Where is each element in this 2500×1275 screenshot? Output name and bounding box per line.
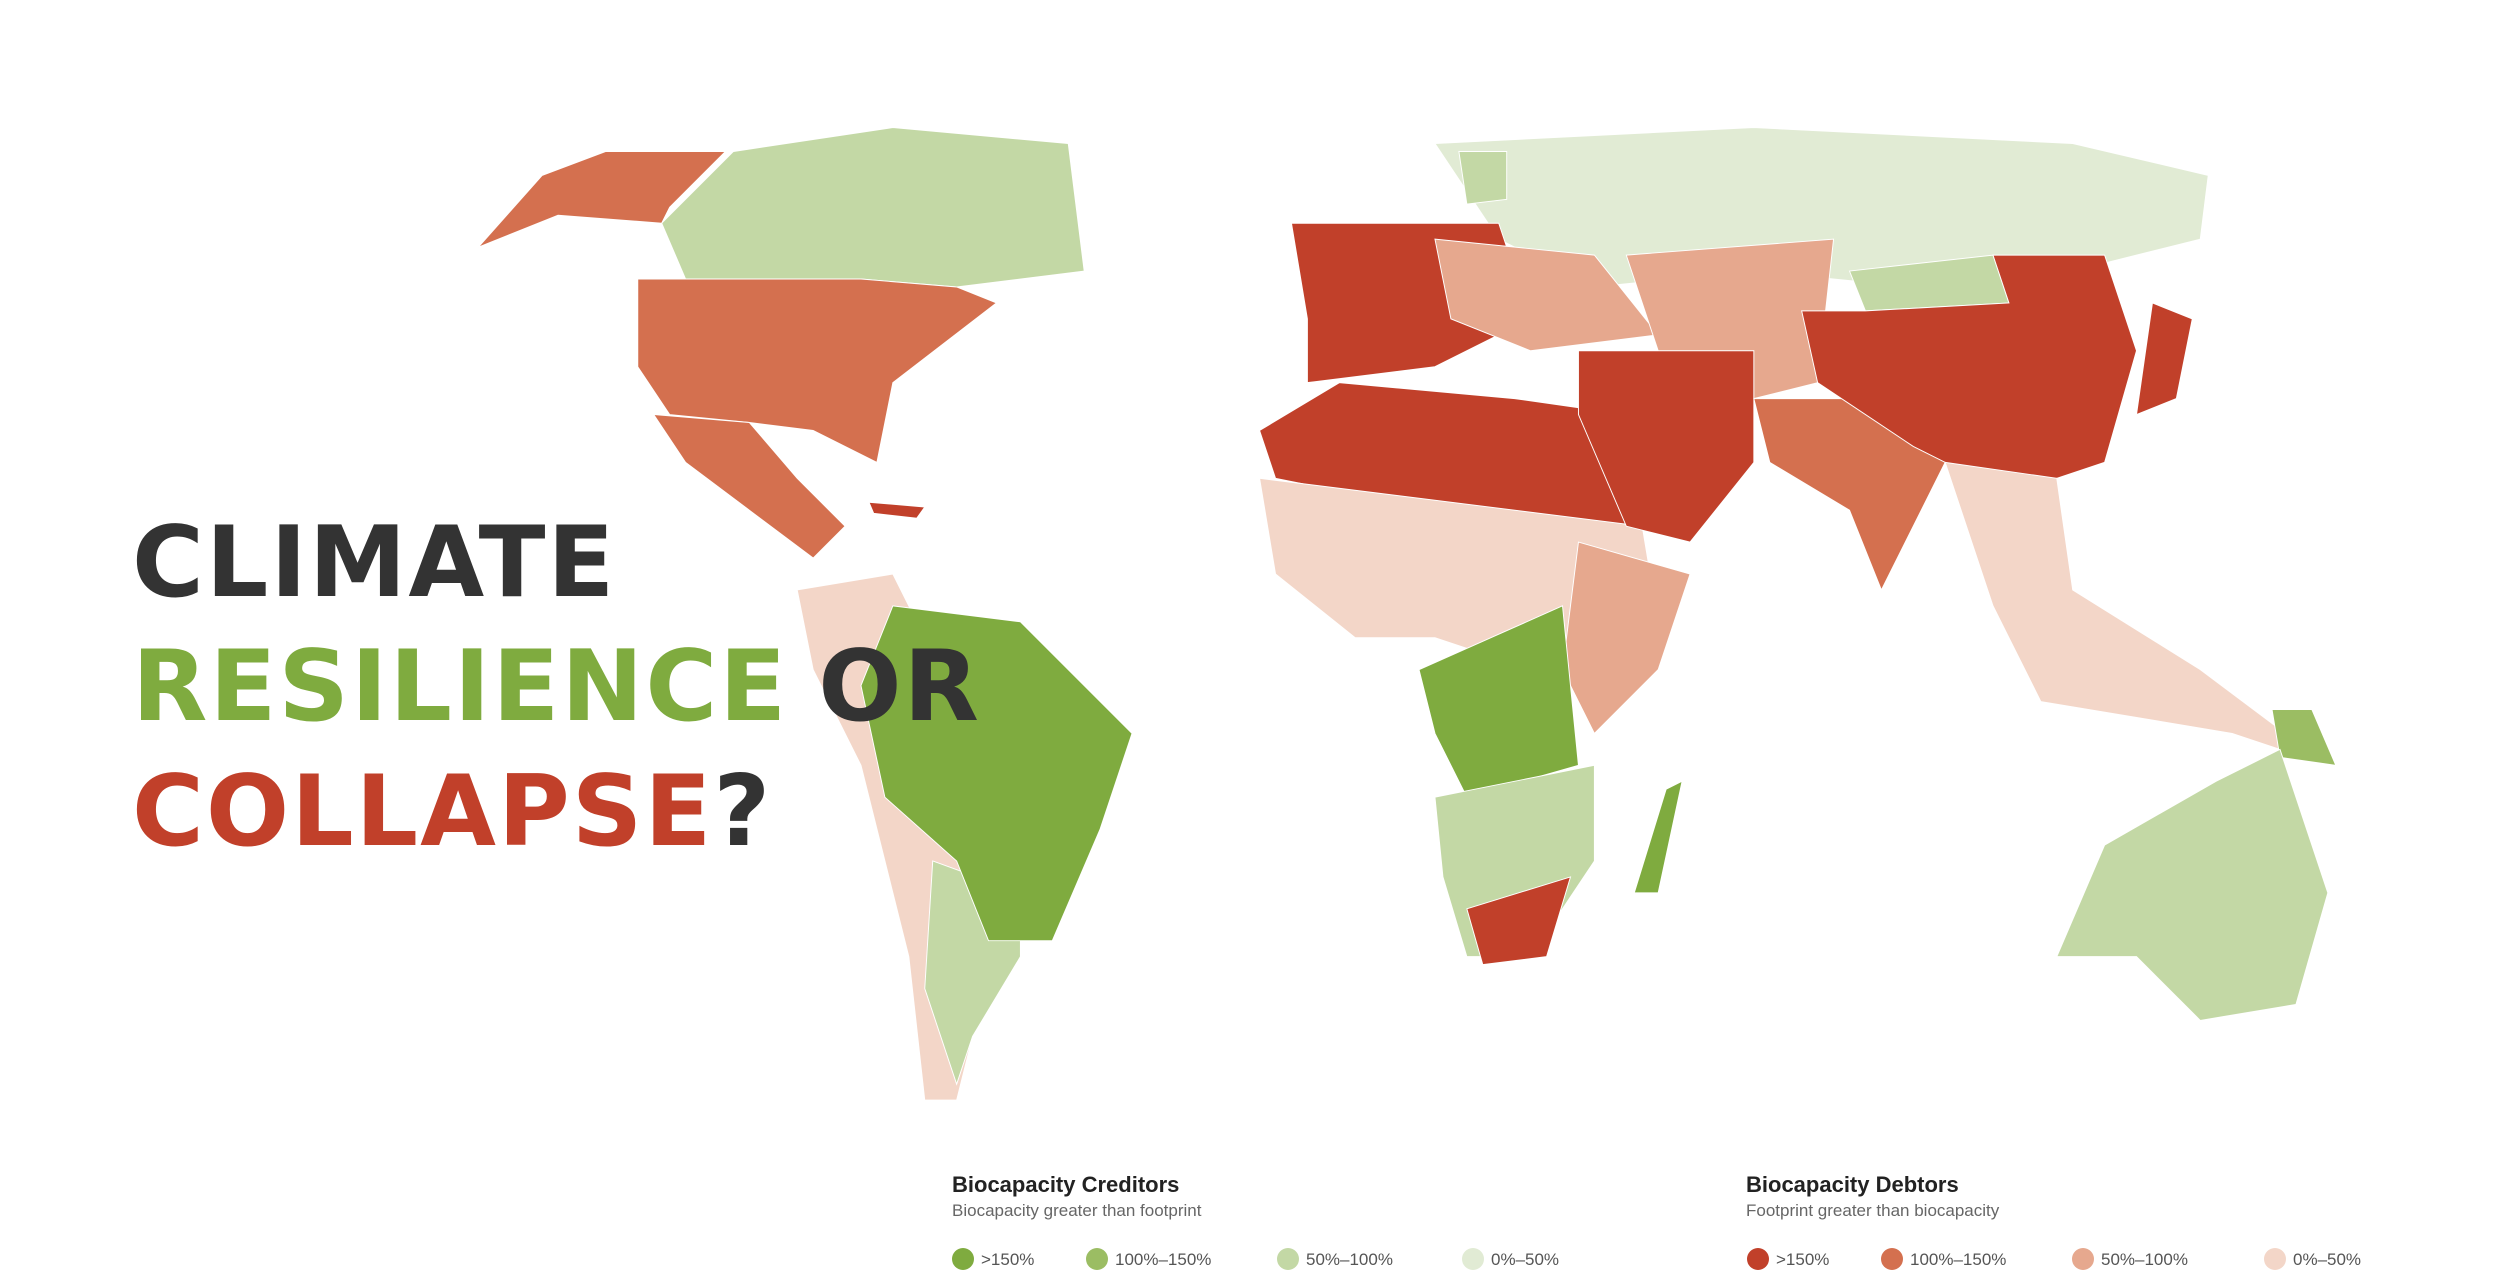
headline-word: OR	[818, 630, 981, 744]
usa	[637, 278, 998, 464]
legend-label: 0%–50%	[2293, 1250, 2361, 1269]
headline-word: ?	[713, 755, 772, 869]
legend-label: 100%–150%	[1115, 1250, 1211, 1269]
east-africa	[1562, 541, 1691, 735]
legend-label: 0%–50%	[1491, 1250, 1559, 1269]
east-europe	[1434, 238, 1660, 352]
legend-swatch	[952, 1248, 974, 1270]
legend-subtitle: Footprint greater than biocapacity	[1746, 1201, 2000, 1220]
legend-label: 50%–100%	[1306, 1250, 1393, 1269]
south-africa	[1466, 876, 1572, 966]
madagascar	[1633, 780, 1683, 894]
legend-swatch	[1277, 1248, 1299, 1270]
legend-subtitle: Biocapacity greater than footprint	[952, 1201, 1202, 1220]
headline-line: COLLAPSE?	[132, 755, 772, 869]
legend-label: >150%	[1776, 1250, 1829, 1269]
headline-line: CLIMATE	[132, 506, 616, 620]
headline-line: RESILIENCE OR	[132, 630, 981, 744]
legend-title: Biocapacity Creditors	[952, 1172, 1179, 1197]
legend-title: Biocapacity Debtors	[1746, 1172, 1959, 1197]
australia	[2056, 748, 2329, 1021]
papua	[2271, 709, 2337, 766]
headline-word: COLLAPSE	[132, 755, 713, 869]
caribbean	[868, 501, 926, 519]
greenland	[1458, 150, 1508, 205]
brazil	[860, 605, 1133, 942]
legend-swatch	[1086, 1248, 1108, 1270]
legend-swatch	[1881, 1248, 1903, 1270]
alaska	[477, 150, 727, 248]
southeast-asia	[1944, 461, 2329, 766]
legend-swatch	[1462, 1248, 1484, 1270]
middle-east	[1577, 350, 1755, 543]
mexico	[652, 413, 846, 559]
legend-swatch	[2072, 1248, 2094, 1270]
china	[1801, 254, 2137, 495]
world-map	[477, 127, 2337, 1101]
legend-label: 100%–150%	[1910, 1250, 2006, 1269]
legend-label: >150%	[981, 1250, 1034, 1269]
legend-swatch	[2264, 1248, 2286, 1270]
legend-label: 50%–100%	[2101, 1250, 2188, 1269]
legend-swatch	[1747, 1248, 1769, 1270]
japan	[2135, 302, 2193, 416]
headline-word: RESILIENCE	[132, 630, 788, 744]
